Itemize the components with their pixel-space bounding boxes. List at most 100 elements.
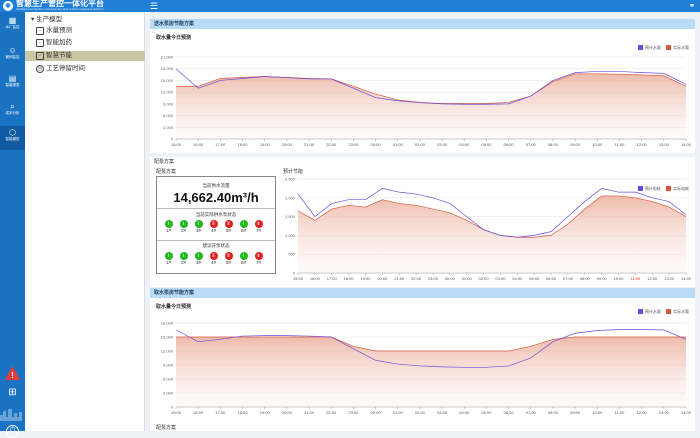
x-tick-label: 11:00	[615, 142, 625, 147]
section-intake-pump: 取水泵房节能方案 取水量今日预测 预计水量 实际水量 0 3,000 6,000 9,…	[150, 288, 695, 431]
pump-number: 2#	[180, 228, 186, 233]
pump-status-icon: Ⅱ	[254, 220, 263, 228]
pump-indicator: Ⅰ 6#	[239, 220, 248, 234]
x-tick-label: 07:00	[526, 410, 537, 415]
actual-pump-row: Ⅰ 1# Ⅰ 2# Ⅰ 3# Ⅱ 4# Ⅱ 5# Ⅰ 6# Ⅱ 7#	[164, 220, 264, 236]
y-tick-label: 15,000	[161, 335, 174, 340]
x-tick-label: 03:00	[437, 410, 448, 415]
pump-indicator: Ⅱ 7#	[254, 252, 263, 266]
factory-icon: ▦	[8, 16, 17, 25]
pump-number: 4#	[210, 260, 216, 265]
x-tick-label: 00:00	[445, 276, 456, 281]
x-tick-label: 05:00	[481, 410, 492, 415]
pump-number: 2#	[180, 260, 186, 265]
nav-label: 水厂监控	[5, 25, 20, 29]
legend-label: 实际水量	[673, 45, 689, 50]
x-tick-label: 05:00	[529, 276, 540, 281]
pump-status-icon: Ⅰ	[179, 252, 188, 260]
share-icon[interactable]: ⚭	[688, 1, 696, 10]
tree-item-label: 工艺停留时间	[46, 65, 85, 72]
x-tick-label: 23:00	[428, 276, 439, 281]
flow-value: 14,662.40m³/h	[173, 190, 259, 205]
x-tick-label: 03:00	[437, 142, 448, 147]
pump-number: 7#	[255, 228, 261, 233]
flow-label: 当前供水流量	[202, 183, 230, 188]
tree-item-energy[interactable]: ▫ 智慧节能	[25, 51, 145, 61]
y-tick-label: 3,000	[163, 391, 174, 396]
y-tick-label: 2,500	[285, 177, 296, 182]
cube-icon: ⬡	[9, 128, 16, 137]
legend-swatch	[666, 186, 671, 192]
x-tick-label: 13:00	[664, 276, 675, 281]
x-tick-label: 09:00	[570, 410, 581, 415]
x-tick-label: 10:00	[592, 142, 603, 147]
nav-item-plant[interactable]: ▦ 水厂监控	[0, 14, 25, 34]
pump-status-icon: Ⅱ	[224, 220, 233, 228]
legend-swatch	[637, 45, 643, 51]
pump-status-icon: Ⅱ	[254, 252, 263, 260]
pump-status-icon: Ⅰ	[194, 252, 203, 260]
chart-title: 取水量今日预测	[156, 35, 192, 41]
x-tick-label: 12:00	[647, 276, 658, 281]
pump-number: 3#	[195, 260, 201, 265]
x-tick-label: 06:00	[504, 142, 515, 147]
energy-forecast-chart: 0 500 1,000 1,500 2,000 2,500 15:00 16:00 17:00 1…	[285, 177, 692, 282]
nav-item-model[interactable]: ⬡ 智能模型	[0, 126, 25, 150]
legend-label: 预计水量	[644, 45, 661, 50]
series-line-actual	[176, 336, 686, 352]
x-tick-label: 07:00	[526, 142, 537, 147]
nav-item-cost[interactable]: ⌕ 成本分析	[0, 100, 25, 120]
tree-item-label: 智慧节能	[46, 52, 72, 59]
warning-icon[interactable]: !	[5, 366, 20, 380]
pump-number: 5#	[225, 260, 231, 265]
pump-number: 1#	[165, 260, 171, 265]
x-tick-label: 16:00	[193, 142, 204, 147]
tree-root[interactable]: ▾ 生产模型	[25, 15, 145, 25]
tree-item-forecast[interactable]: ▫ 水量预测	[25, 26, 145, 36]
pump-number: 7#	[255, 260, 261, 265]
legend-swatch	[666, 45, 671, 51]
left-nav: ▦ 水厂监控 ☺ 管网监控 ▤ 智能报表 ⌕ 成本分析 ⬡ 智能模型 ! ⊞ ⏻	[0, 12, 25, 438]
x-tick-label: 05:00	[481, 142, 492, 147]
skyline-decoration	[0, 409, 22, 421]
nav-item-report[interactable]: ▤ 智能报表	[0, 72, 25, 92]
x-tick-label: 10:00	[592, 410, 603, 415]
legend-swatch	[637, 186, 643, 192]
tree-item-retention[interactable]: ◷ 工艺停留时间	[25, 64, 145, 74]
apps-grid-icon[interactable]: ⊞	[8, 387, 17, 398]
series-line-predicted	[175, 68, 687, 105]
x-tick-label: 15:00	[293, 276, 304, 281]
x-tick-label: 23:00	[348, 410, 359, 415]
next-section-title: 配泵方案	[156, 425, 177, 431]
power-icon[interactable]: ⏻	[6, 425, 19, 438]
x-tick-label: 03:00	[495, 276, 506, 281]
chart-legend: 预计水量 实际水量	[634, 309, 689, 315]
x-tick-label: 14:00	[681, 142, 692, 147]
x-tick-label: 02:00	[415, 142, 426, 147]
series-line-predicted	[175, 329, 687, 368]
x-tick-label: 22:00	[411, 276, 422, 281]
x-tick-label: 00:00	[371, 142, 382, 147]
nav-item-pipe[interactable]: ☺ 管网监控	[0, 44, 25, 64]
x-tick-label: 21:00	[394, 276, 405, 281]
section-send-pump: 送水泵房节能方案 取水量今日预测 预计水量 实际水量 0 3,000 6,000 9,…	[150, 19, 695, 153]
x-tick-label: 16:00	[310, 276, 321, 281]
x-tick-label: 17:00	[215, 410, 226, 415]
x-tick-label: 14:00	[681, 410, 692, 415]
series-area-actual	[298, 195, 686, 273]
pump-status-icon: Ⅰ	[164, 220, 173, 228]
clock-icon: ◷	[36, 65, 44, 73]
x-tick-label: 04:00	[512, 276, 523, 281]
tree-item-dosing[interactable]: ▫ 智能加药	[25, 38, 145, 48]
section-title: 配泵方案	[154, 159, 175, 165]
divider	[157, 240, 275, 241]
pump-number: 4#	[210, 228, 216, 233]
pump-indicator: Ⅰ 1#	[164, 220, 173, 234]
logo-icon: ◉	[3, 1, 13, 11]
y-tick-label: 15,000	[161, 78, 174, 83]
x-tick-label: 19:00	[260, 142, 271, 147]
pump-number: 5#	[225, 228, 231, 233]
menu-toggle-icon[interactable]: ☰	[150, 1, 159, 11]
pump-status-icon: Ⅱ	[224, 252, 233, 260]
section-pump-config: 配泵方案 配泵方案 当前供水流量 14,662.40m³/h 当前实际供水泵状态…	[150, 157, 695, 287]
